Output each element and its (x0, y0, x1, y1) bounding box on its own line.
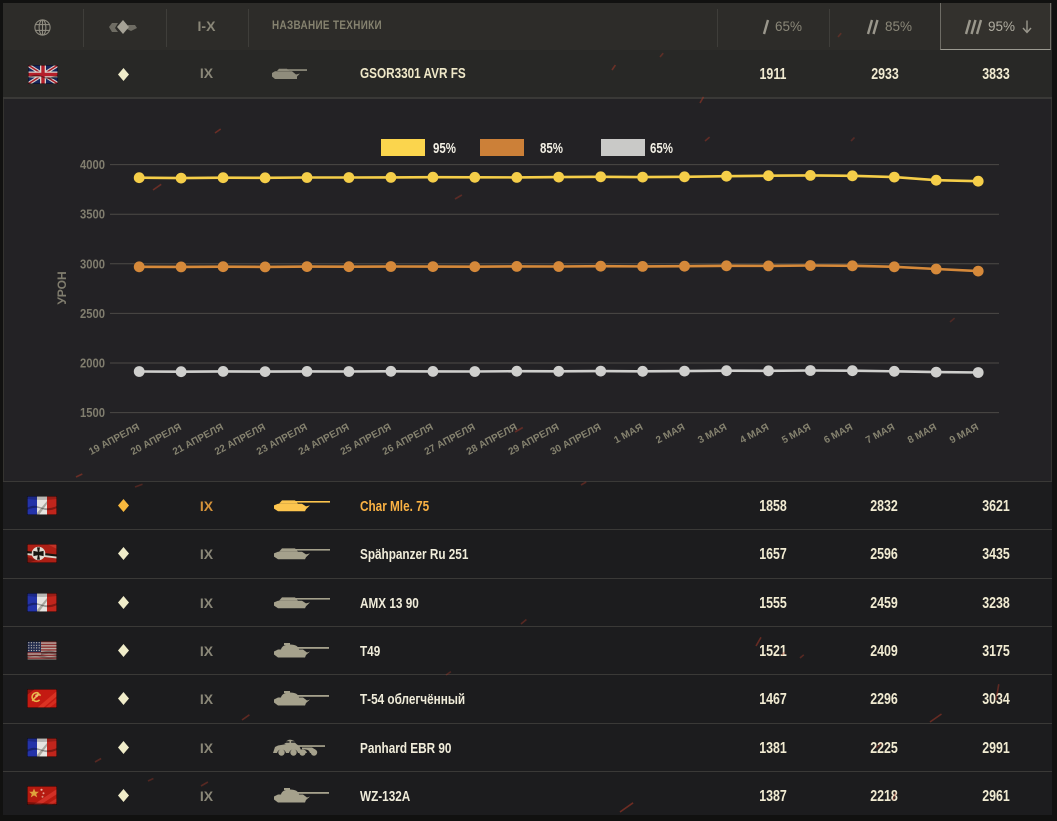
svg-text:1 МАЯ: 1 МАЯ (612, 422, 645, 446)
svg-text:7 МАЯ: 7 МАЯ (864, 422, 897, 446)
svg-text:3500: 3500 (80, 207, 105, 222)
svg-text:4 МАЯ: 4 МАЯ (738, 422, 771, 446)
svg-text:2500: 2500 (80, 306, 105, 321)
svg-text:1500: 1500 (80, 405, 105, 420)
svg-text:6 МАЯ: 6 МАЯ (822, 422, 855, 446)
svg-text:5 МАЯ: 5 МАЯ (780, 422, 813, 446)
svg-text:2 МАЯ: 2 МАЯ (654, 422, 687, 446)
svg-text:3000: 3000 (80, 256, 105, 271)
svg-text:9 МАЯ: 9 МАЯ (948, 422, 981, 446)
svg-text:85%: 85% (540, 140, 563, 157)
svg-text:95%: 95% (433, 140, 456, 157)
svg-text:4000: 4000 (80, 157, 105, 172)
svg-text:65%: 65% (650, 140, 673, 157)
svg-text:УРОН: УРОН (55, 271, 69, 304)
svg-text:8 МАЯ: 8 МАЯ (906, 422, 939, 446)
svg-text:3 МАЯ: 3 МАЯ (696, 422, 729, 446)
svg-text:2000: 2000 (80, 356, 105, 371)
